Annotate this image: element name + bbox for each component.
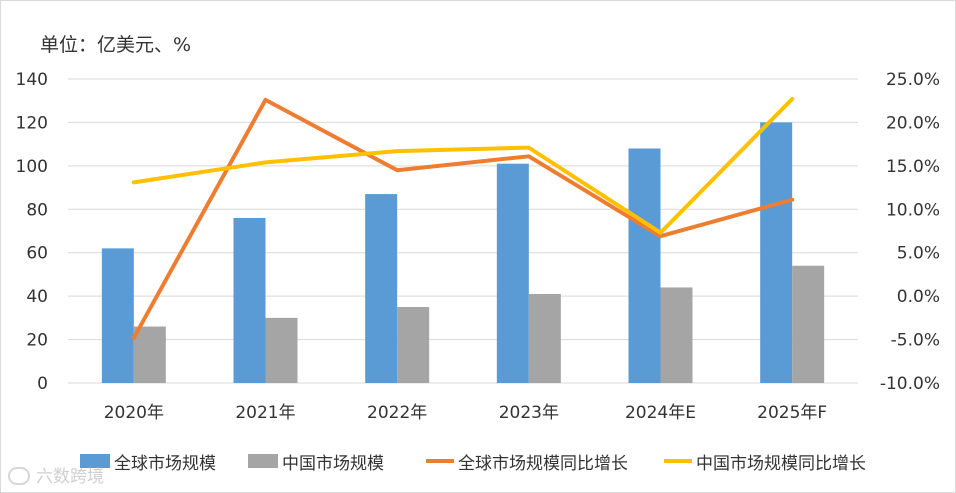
x-tick-label: 2022年 [367, 403, 427, 423]
unit-label: 单位：亿美元、% [40, 34, 192, 56]
y-right-tick-label: 25.0% [886, 70, 940, 90]
chart-legend: 全球市场规模 中国市场规模 全球市场规模同比增长 中国市场规模同比增长 [0, 447, 956, 475]
legend-bar-swatch [80, 454, 110, 468]
y-left-tick-label: 120 [16, 113, 48, 133]
y-right-tick-label: 20.0% [886, 113, 940, 133]
y-left-tick-label: 0 [37, 374, 48, 394]
x-tick-label: 2025年F [757, 403, 827, 423]
bar [365, 194, 398, 383]
y-right-tick-label: 5.0% [897, 244, 940, 264]
bar [496, 163, 529, 383]
x-tick-label: 2020年 [104, 403, 164, 423]
series-line [131, 96, 795, 235]
y-left-tick-label: 40 [26, 287, 48, 307]
bar [397, 307, 430, 383]
y-right-tick-label: 15.0% [886, 157, 940, 177]
x-tick-label: 2024年E [625, 403, 696, 423]
watermark-logo-icon [8, 467, 30, 485]
legend-bar-swatch [248, 454, 278, 468]
y-left-tick-label: 140 [16, 70, 48, 90]
y-left-tick-label: 60 [26, 244, 48, 264]
bar [528, 293, 561, 383]
y-left-tick-label: 100 [16, 157, 48, 177]
bar [265, 317, 298, 383]
x-tick-label: 2021年 [235, 403, 295, 423]
bar [101, 248, 134, 383]
y-right-tick-label: -5.0% [891, 331, 940, 351]
legend-label: 全球市场规模同比增长 [458, 454, 628, 474]
x-tick-label: 2023年 [499, 403, 559, 423]
legend-label: 全球市场规模 [114, 454, 216, 474]
legend-line-swatch [664, 459, 692, 463]
watermark-text: 六数跨境 [36, 467, 104, 487]
bar [792, 265, 825, 383]
y-right-tick-label: 0.0% [897, 287, 940, 307]
series-line [131, 97, 795, 340]
bar [760, 122, 793, 383]
y-right-tick-label: 10.0% [886, 200, 940, 220]
y-left-tick-label: 80 [26, 200, 48, 220]
bar [628, 148, 661, 383]
y-right-tick-label: -10.0% [880, 374, 940, 394]
legend-line-swatch [426, 459, 454, 463]
watermark: 六数跨境 [8, 462, 104, 487]
y-left-tick-label: 20 [26, 331, 48, 351]
bar [660, 287, 693, 383]
legend-label: 中国市场规模 [282, 454, 384, 474]
bar [133, 326, 166, 383]
bar [233, 217, 266, 383]
legend-label: 中国市场规模同比增长 [696, 454, 866, 474]
